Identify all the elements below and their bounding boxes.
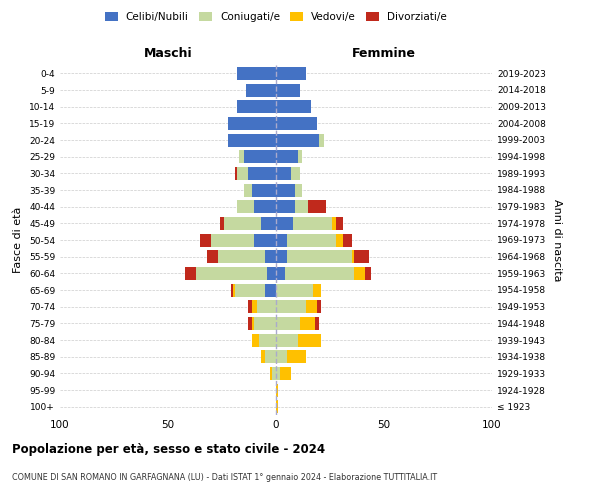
Bar [276,200,295,213]
Bar [254,200,276,213]
Bar [248,317,252,330]
Bar [276,184,295,196]
Bar [257,300,276,313]
Bar [276,150,298,163]
Bar [252,317,254,330]
Y-axis label: Anni di nascita: Anni di nascita [551,198,562,281]
Bar [287,350,306,363]
Bar [276,350,287,363]
Bar [237,200,254,213]
Bar [237,100,276,113]
Bar [291,167,300,180]
Bar [276,234,287,246]
Bar [269,367,272,380]
Bar [200,234,211,246]
Bar [211,234,254,246]
Bar [293,217,332,230]
Bar [276,267,284,280]
Bar [265,250,276,263]
Bar [354,250,369,263]
Bar [276,217,293,230]
Bar [265,284,276,296]
Bar [218,250,265,263]
Bar [354,267,365,280]
Bar [276,67,306,80]
Bar [261,350,265,363]
Bar [276,84,300,96]
Bar [337,217,343,230]
Bar [276,117,317,130]
Bar [259,334,276,346]
Bar [230,284,233,296]
Text: Maschi: Maschi [143,47,193,60]
Bar [337,234,343,246]
Bar [276,317,300,330]
Bar [343,234,352,246]
Bar [365,267,371,280]
Bar [229,134,276,146]
Bar [185,267,196,280]
Bar [352,250,354,263]
Bar [268,267,276,280]
Bar [248,300,252,313]
Bar [235,167,237,180]
Bar [287,250,352,263]
Bar [254,234,276,246]
Bar [308,200,326,213]
Bar [220,217,224,230]
Text: Popolazione per età, sesso e stato civile - 2024: Popolazione per età, sesso e stato civil… [12,442,325,456]
Bar [276,384,278,396]
Text: COMUNE DI SAN ROMANO IN GARFAGNANA (LU) - Dati ISTAT 1° gennaio 2024 - Elaborazi: COMUNE DI SAN ROMANO IN GARFAGNANA (LU) … [12,472,437,482]
Bar [298,334,322,346]
Bar [229,117,276,130]
Bar [207,250,218,263]
Bar [246,84,276,96]
Bar [276,134,319,146]
Bar [265,350,276,363]
Bar [287,234,337,246]
Bar [332,217,337,230]
Bar [295,184,302,196]
Bar [280,367,291,380]
Bar [319,134,323,146]
Bar [233,284,235,296]
Bar [276,250,287,263]
Bar [244,184,252,196]
Bar [284,267,354,280]
Bar [306,300,317,313]
Bar [237,67,276,80]
Text: Femmine: Femmine [352,47,416,60]
Legend: Celibi/Nubili, Coniugati/e, Vedovi/e, Divorziati/e: Celibi/Nubili, Coniugati/e, Vedovi/e, Di… [101,8,451,26]
Bar [252,184,276,196]
Bar [276,300,306,313]
Y-axis label: Fasce di età: Fasce di età [13,207,23,273]
Bar [252,300,257,313]
Bar [235,284,265,296]
Bar [276,284,313,296]
Bar [295,200,308,213]
Bar [244,150,276,163]
Bar [261,217,276,230]
Bar [272,367,276,380]
Bar [298,150,302,163]
Bar [276,334,298,346]
Bar [252,334,259,346]
Bar [313,284,322,296]
Bar [239,150,244,163]
Bar [276,167,291,180]
Bar [276,367,280,380]
Bar [248,167,276,180]
Bar [315,317,319,330]
Bar [237,167,248,180]
Bar [254,317,276,330]
Bar [196,267,268,280]
Bar [276,100,311,113]
Bar [276,400,278,413]
Bar [224,217,261,230]
Bar [300,317,315,330]
Bar [317,300,322,313]
